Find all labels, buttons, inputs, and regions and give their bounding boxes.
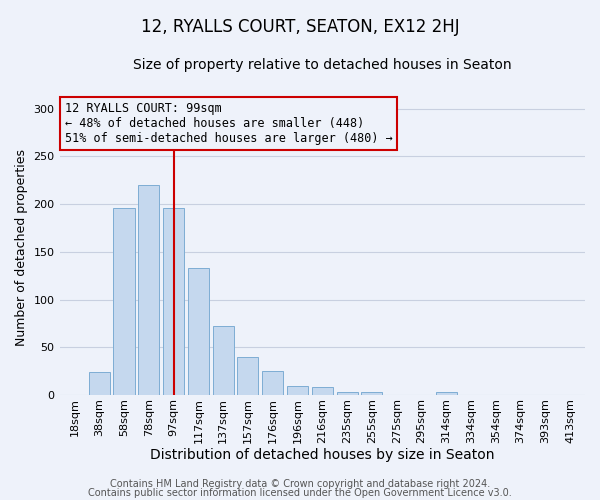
Text: 12, RYALLS COURT, SEATON, EX12 2HJ: 12, RYALLS COURT, SEATON, EX12 2HJ	[140, 18, 460, 36]
Bar	[262, 372, 283, 395]
Text: Contains HM Land Registry data © Crown copyright and database right 2024.: Contains HM Land Registry data © Crown c…	[110, 479, 490, 489]
Bar	[238, 357, 259, 395]
Bar	[287, 386, 308, 395]
Bar	[212, 326, 233, 395]
Bar	[188, 268, 209, 395]
Bar	[312, 386, 333, 395]
Bar	[337, 392, 358, 395]
Bar	[89, 372, 110, 395]
Bar	[163, 208, 184, 395]
Y-axis label: Number of detached properties: Number of detached properties	[15, 148, 28, 346]
Bar	[138, 185, 160, 395]
X-axis label: Distribution of detached houses by size in Seaton: Distribution of detached houses by size …	[150, 448, 494, 462]
Bar	[361, 392, 382, 395]
Bar	[436, 392, 457, 395]
Text: 12 RYALLS COURT: 99sqm
← 48% of detached houses are smaller (448)
51% of semi-de: 12 RYALLS COURT: 99sqm ← 48% of detached…	[65, 102, 392, 145]
Bar	[113, 208, 134, 395]
Text: Contains public sector information licensed under the Open Government Licence v3: Contains public sector information licen…	[88, 488, 512, 498]
Title: Size of property relative to detached houses in Seaton: Size of property relative to detached ho…	[133, 58, 512, 71]
